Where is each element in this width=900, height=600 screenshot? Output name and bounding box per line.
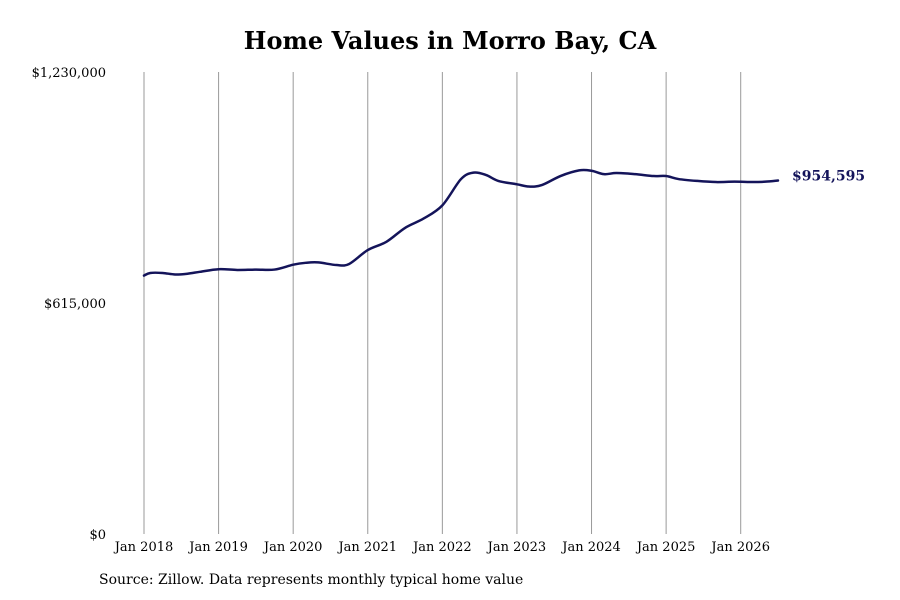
end-value-label: $954,595 xyxy=(792,169,865,185)
x-tick-label-5: Jan 2023 xyxy=(486,540,547,555)
x-tick-label-4: Jan 2022 xyxy=(411,540,472,555)
home-value-series-line xyxy=(142,168,780,277)
y-tick-label-1: $615,000 xyxy=(44,297,106,312)
x-tick-label-6: Jan 2024 xyxy=(560,540,621,555)
x-tick-label-7: Jan 2025 xyxy=(635,540,696,555)
x-tick-label-2: Jan 2020 xyxy=(262,540,323,555)
series-layer xyxy=(142,168,780,277)
x-tick-label-1: Jan 2019 xyxy=(187,540,248,555)
y-axis-ticks: $0 $615,000 $1,230,000 xyxy=(32,66,106,543)
source-note: Source: Zillow. Data represents monthly … xyxy=(99,572,524,588)
y-tick-label-2: $1,230,000 xyxy=(32,66,106,81)
x-axis-ticks: Jan 2018 Jan 2019 Jan 2020 Jan 2021 Jan 2022… xyxy=(113,540,770,555)
x-tick-label-3: Jan 2021 xyxy=(336,540,397,555)
x-tick-label-8: Jan 2026 xyxy=(709,540,770,555)
chart-title: Home Values in Morro Bay, CA xyxy=(243,26,657,55)
x-tick-label-0: Jan 2018 xyxy=(113,540,174,555)
end-label-layer: $954,595 xyxy=(792,169,865,185)
grid-lines xyxy=(143,72,742,534)
y-tick-label-0: $0 xyxy=(89,528,106,543)
